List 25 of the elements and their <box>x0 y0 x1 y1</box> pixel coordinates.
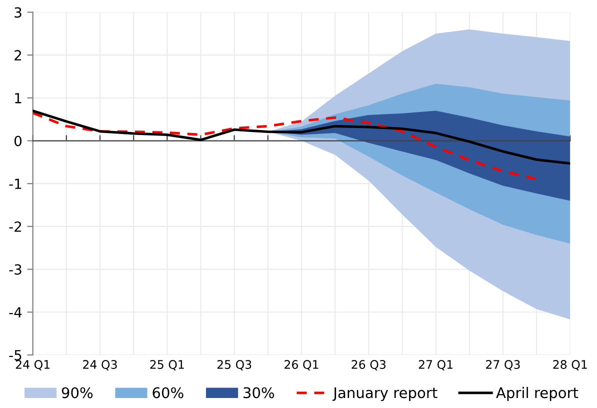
x-tick-label: 24 Q3 <box>83 360 117 370</box>
y-tick-label: -5 <box>9 350 22 360</box>
x-tick-label: 27 Q1 <box>418 360 453 370</box>
line-series <box>32 112 538 180</box>
legend-label: April report <box>496 386 578 402</box>
x-tick-label: 24 Q1 <box>16 360 50 370</box>
y-tick-label: -2 <box>9 221 22 232</box>
y-tick-label: 2 <box>14 50 22 60</box>
line-series <box>32 110 570 165</box>
x-tick-label: 27 Q3 <box>486 360 520 370</box>
x-tick-label: 25 Q1 <box>150 360 184 370</box>
y-tick-label: 3 <box>14 7 22 18</box>
x-tick-label: 26 Q1 <box>284 360 318 370</box>
legend-label: 90% <box>62 387 93 398</box>
legend-label: 30% <box>244 387 274 398</box>
y-tick-label: -4 <box>9 307 22 318</box>
y-tick-label: 1 <box>15 93 22 104</box>
legend-label: January report <box>332 387 438 402</box>
y-tick-label: -3 <box>9 264 22 275</box>
x-tick-label: 25 Q3 <box>217 360 252 370</box>
x-tick-label: 26 Q3 <box>352 360 386 370</box>
x-tick-label: 28 Q1 <box>553 360 587 370</box>
y-tick-label: -1 <box>9 178 22 189</box>
y-tick-label: 0 <box>14 136 22 146</box>
legend-label: 60% <box>152 387 184 398</box>
